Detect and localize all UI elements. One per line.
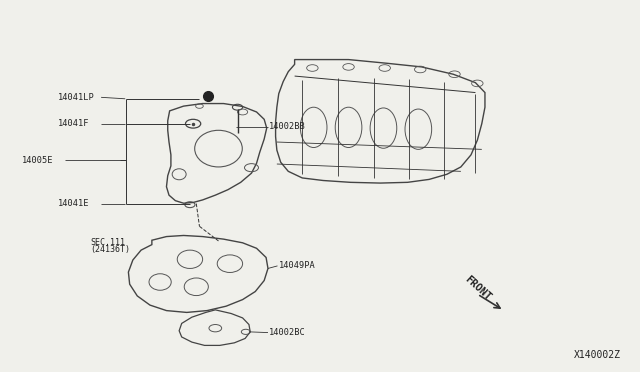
Text: 14002BC: 14002BC xyxy=(269,328,306,337)
Text: 14041E: 14041E xyxy=(58,199,90,208)
Text: 14049PA: 14049PA xyxy=(279,262,316,270)
Text: SEC.111: SEC.111 xyxy=(90,238,125,247)
Text: 14041F: 14041F xyxy=(58,119,90,128)
Text: (24136T): (24136T) xyxy=(90,244,131,254)
Text: 14041LP: 14041LP xyxy=(58,93,95,102)
Text: 14005E: 14005E xyxy=(22,156,53,165)
Text: FRONT: FRONT xyxy=(463,274,493,302)
Text: 14002BB: 14002BB xyxy=(269,122,306,131)
Text: X140002Z: X140002Z xyxy=(574,350,621,360)
